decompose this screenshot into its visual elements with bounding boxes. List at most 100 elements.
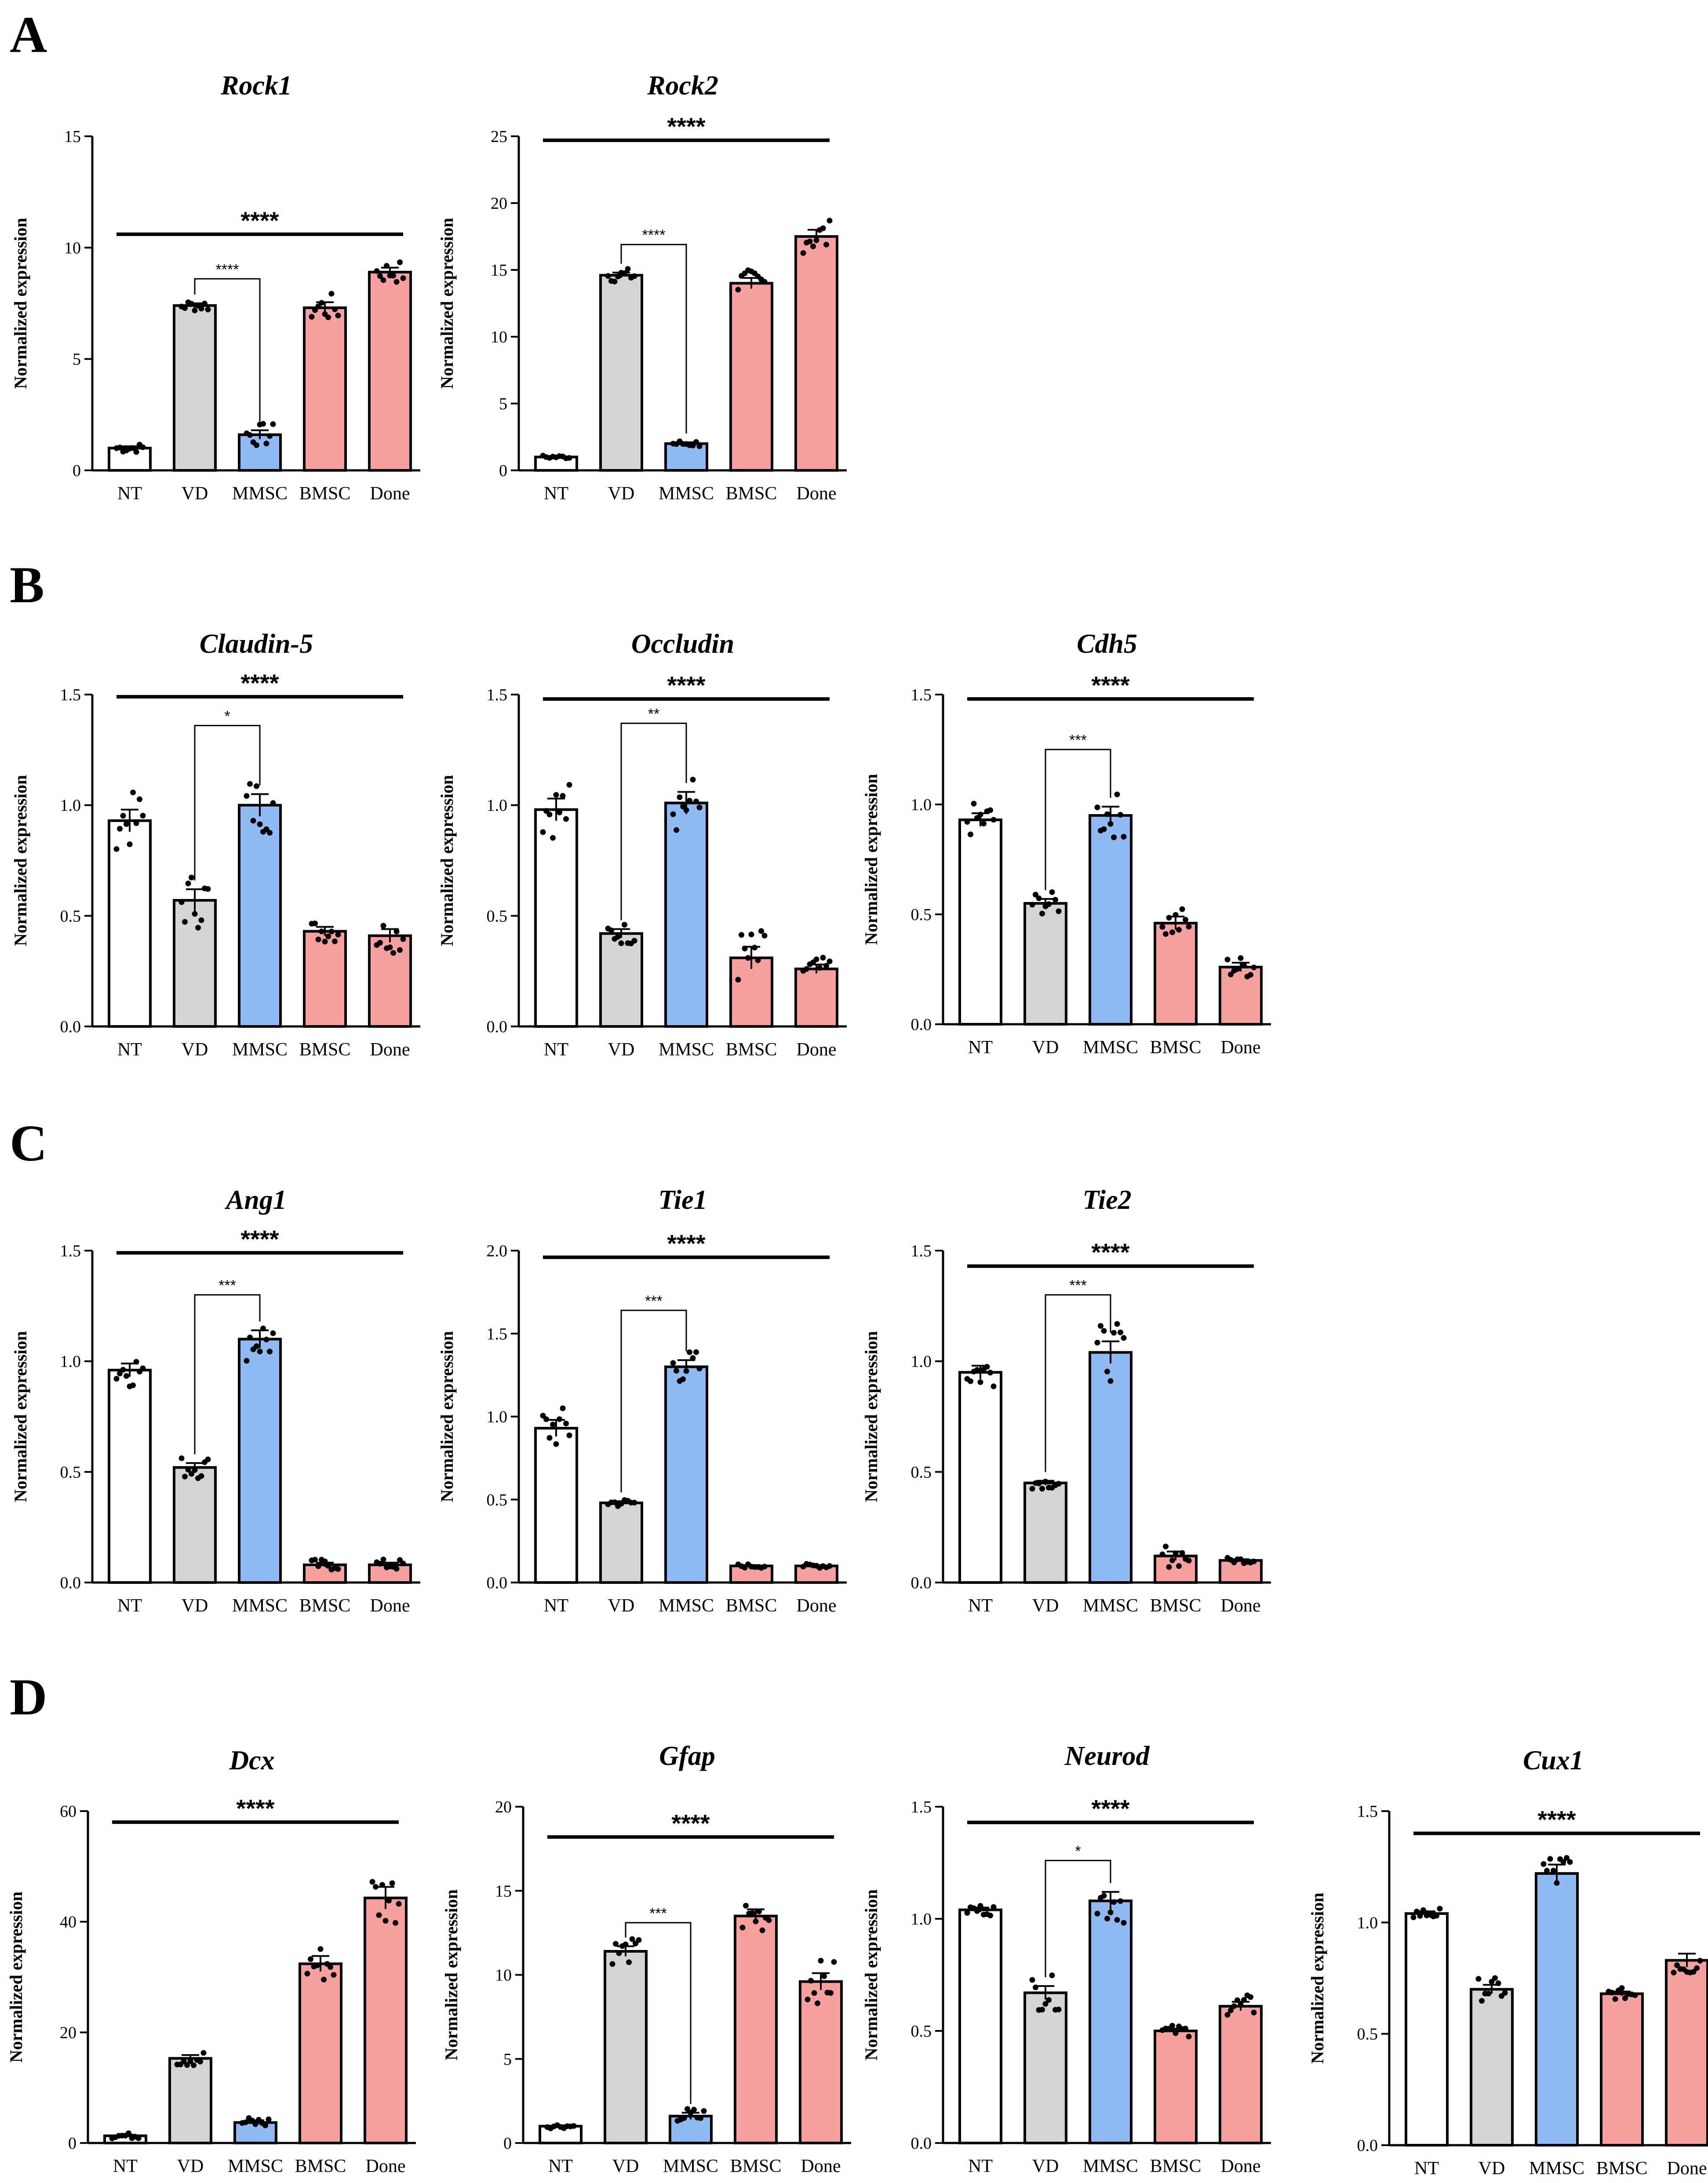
sample-dot-rock2-vd [615, 273, 621, 280]
x-tick-label-dcx-bmsc: BMSC [295, 2156, 346, 2176]
sample-dot-cux1-vd [1502, 1990, 1508, 1996]
sample-dot-gfap-vd [623, 1941, 629, 1947]
chart-title-ang1: Ang1 [224, 1185, 287, 1215]
y-tick-label-ang1-3: 1.5 [60, 1242, 81, 1260]
sample-dot-gfap-mmsc [698, 2115, 703, 2121]
sample-dot-claudin-5-done [397, 947, 403, 953]
sample-dot-rock2-done [810, 244, 816, 250]
sample-dot-tie1-mmsc [680, 1376, 686, 1382]
sample-dot-claudin-5-done [400, 936, 406, 942]
sample-dot-ang1-mmsc [257, 1348, 263, 1354]
chart-title-tie1: Tie1 [658, 1185, 707, 1215]
x-tick-label-occludin-vd: VD [608, 1040, 635, 1060]
bar-cdh5-mmsc [1089, 814, 1133, 1026]
sample-dot-neurod-done [1228, 2007, 1234, 2013]
sample-dot-tie2-vd [1039, 1485, 1045, 1492]
y-tick-label-neurod-0: 0.0 [911, 2134, 932, 2153]
bar-tie1-mmsc [664, 1365, 708, 1584]
sample-dot-cux1-vd [1489, 1979, 1495, 1985]
bar-rock2-bmsc [729, 282, 773, 472]
bar-neurod-nt [958, 1908, 1002, 2145]
y-tick-label-claudin-5-2: 1.0 [60, 797, 81, 815]
sample-dot-rock1-mmsc [260, 421, 266, 427]
sample-dot-claudin-5-mmsc [247, 781, 253, 787]
sample-dot-tie1-vd [618, 1501, 624, 1507]
sample-dot-tie2-mmsc [1114, 1321, 1120, 1327]
sample-dot-cdh5-bmsc [1183, 917, 1188, 923]
x-tick-label-dcx-nt: NT [113, 2156, 138, 2176]
sample-dot-cux1-vd [1492, 1975, 1498, 1981]
bar-tie2-vd [1023, 1481, 1067, 1584]
sample-dot-dcx-vd [187, 2058, 193, 2064]
sample-dot-occludin-vd [631, 938, 637, 944]
significance-label-pair-neurod: * [1075, 1843, 1081, 1859]
x-tick-label-rock2-vd: VD [608, 484, 635, 504]
sample-dot-claudin-5-vd [205, 886, 211, 892]
sample-dot-tie2-nt [974, 1367, 980, 1373]
sample-dot-tie1-done [827, 1563, 833, 1569]
bar-rock1-bmsc [303, 306, 347, 472]
sample-dot-tie2-mmsc [1111, 1330, 1117, 1336]
sample-dot-dcx-done [373, 1884, 379, 1890]
y-tick-label-rock2-2: 10 [491, 328, 507, 346]
sample-dot-dcx-vd [200, 2050, 207, 2056]
sample-dot-neurod-vd [1039, 2007, 1045, 2013]
sample-dot-tie2-vd [1042, 1478, 1049, 1484]
bar-claudin-5-vd [173, 899, 217, 1028]
sample-dot-ang1-done [377, 1561, 383, 1567]
sample-dot-claudin-5-mmsc [254, 783, 259, 789]
sample-dot-cux1-mmsc [1567, 1859, 1573, 1865]
sample-dot-ang1-done [393, 1566, 400, 1572]
significance-bracket-neurod [1045, 1859, 1111, 1977]
sample-dot-ang1-nt [124, 1373, 129, 1379]
sample-dot-ang1-bmsc [312, 1557, 318, 1563]
sample-dot-dcx-vd [181, 2058, 187, 2064]
sample-dot-dcx-done [393, 1920, 398, 1926]
y-tick-label-dcx-1: 20 [60, 2023, 76, 2042]
sample-dot-ang1-mmsc [244, 1358, 250, 1364]
bar-dcx-vd [168, 2057, 212, 2145]
sample-dot-cux1-vd [1486, 1990, 1491, 1997]
significance-bracket-rock1 [194, 278, 261, 422]
y-tick-label-cdh5-3: 1.5 [911, 686, 932, 704]
sample-dot-claudin-5-nt [130, 790, 136, 796]
y-tick-label-rock1-0: 0 [73, 462, 81, 480]
significance-label-overall-neurod: **** [1091, 1795, 1129, 1823]
sample-dot-rock1-vd [205, 306, 211, 313]
chart-title-cux1: Cux1 [1523, 1746, 1584, 1776]
sample-dot-neurod-mmsc [1114, 1917, 1120, 1923]
sample-dot-cux1-nt [1417, 1913, 1423, 1919]
sample-dot-claudin-5-mmsc [257, 821, 263, 827]
sample-dot-tie1-mmsc [674, 1368, 679, 1374]
sample-dot-gfap-done [818, 1957, 824, 1964]
sample-dot-tie1-mmsc [687, 1349, 692, 1355]
sample-dot-tie2-mmsc [1118, 1329, 1123, 1335]
bar-rock2-vd [599, 274, 643, 472]
y-tick-label-rock2-5: 25 [491, 127, 507, 146]
bar-neurod-done [1219, 2005, 1263, 2144]
sample-dot-gfap-done [808, 1978, 814, 1984]
sample-dot-occludin-bmsc [735, 977, 741, 983]
sample-dot-neurod-vd [1046, 1997, 1052, 2003]
sample-dot-claudin-5-bmsc [322, 939, 328, 945]
y-axis-label-cux1: Normalized expression [1307, 1892, 1327, 2063]
x-tick-label-gfap-vd: VD [612, 2156, 639, 2176]
sample-dot-cdh5-bmsc [1159, 924, 1165, 930]
x-tick-label-gfap-nt: NT [548, 2156, 573, 2176]
panel-letter-c: C [10, 1114, 47, 1172]
sample-dot-rock1-bmsc [319, 300, 324, 306]
sample-dot-ang1-bmsc [335, 1566, 341, 1572]
y-axis-label-dcx: Normalized expression [6, 1892, 26, 2063]
sample-dot-dcx-nt [135, 2135, 142, 2141]
bar-gfap-done [799, 1980, 843, 2144]
sample-dot-occludin-bmsc [761, 932, 768, 939]
significance-label-pair-gfap: *** [649, 1905, 667, 1922]
sample-dot-cux1-mmsc [1551, 1867, 1556, 1874]
sample-dot-dcx-bmsc [304, 1971, 310, 1977]
x-tick-label-ang1-mmsc: MMSC [232, 1596, 288, 1616]
sample-dot-cux1-done [1697, 1957, 1703, 1964]
sample-dot-occludin-vd [615, 934, 621, 940]
sample-dot-rock1-vd [189, 301, 194, 307]
sample-dot-rock1-bmsc [325, 314, 331, 320]
y-tick-label-cux1-0: 0.0 [1357, 2136, 1378, 2155]
